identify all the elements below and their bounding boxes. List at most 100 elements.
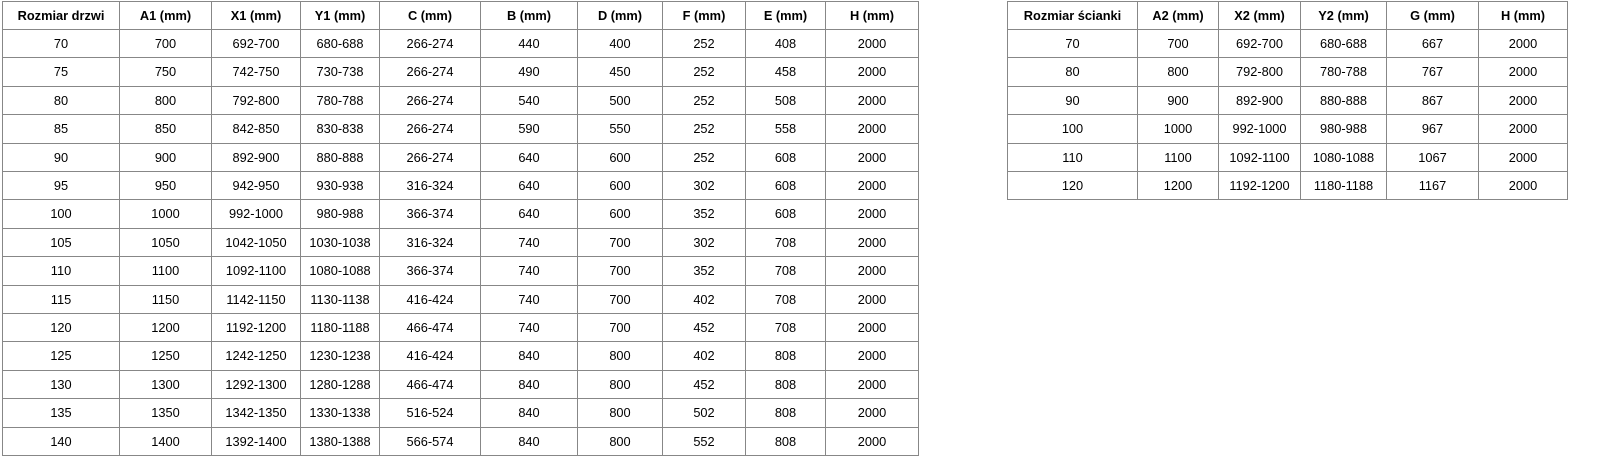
table-row: 130 1300 1292-1300 1280-1288 466-474 840 800 45… [2,369,919,400]
wall-cell-r5-c5: 2000 [1478,171,1568,201]
wall-cell-r2-c5: 2000 [1478,85,1568,116]
door-cell-r11-c0: 125 [2,341,120,371]
wall-column-header-4: G (mm) [1386,1,1479,30]
door-cell-r12-c7: 452 [662,369,746,400]
wall-cell-r3-c1: 1000 [1137,114,1219,144]
door-cell-r8-c0: 110 [2,256,120,286]
wall-table-body: 70 700 692-700 680-688 667 2000 80 800 792-800 78… [1007,28,1568,201]
door-cell-r13-c7: 502 [662,398,746,428]
door-cell-r6-c9: 2000 [825,199,919,229]
door-cell-r8-c6: 700 [577,256,663,286]
door-cell-r4-c1: 900 [119,142,212,173]
wall-cell-r1-c2: 792-800 [1218,57,1301,87]
door-table-body: 70 700 692-700 680-688 266-274 440 400 252 408 20… [2,28,919,457]
door-cell-r1-c9: 2000 [825,57,919,87]
door-cell-r0-c5: 440 [480,28,578,59]
wall-cell-r4-c2: 1092-1100 [1218,142,1301,173]
door-cell-r3-c1: 850 [119,114,212,144]
wall-cell-r4-c3: 1080-1088 [1300,142,1387,173]
door-cell-r7-c6: 700 [577,227,663,258]
door-cell-r10-c4: 466-474 [379,313,481,343]
door-cell-r11-c2: 1242-1250 [211,341,301,371]
door-cell-r3-c3: 830-838 [300,114,380,144]
door-cell-r9-c4: 416-424 [379,284,481,315]
door-column-header-9: H (mm) [825,1,919,30]
door-cell-r11-c6: 800 [577,341,663,371]
door-cell-r1-c3: 730-738 [300,57,380,87]
door-cell-r9-c9: 2000 [825,284,919,315]
table-row: 100 1000 992-1000 980-988 366-374 640 600 352 60… [2,199,919,229]
door-cell-r2-c7: 252 [662,85,746,116]
door-cell-r5-c6: 600 [577,171,663,201]
door-cell-r0-c6: 400 [577,28,663,59]
door-cell-r14-c2: 1392-1400 [211,426,301,457]
door-column-header-7: F (mm) [662,1,746,30]
wall-cell-r3-c4: 967 [1386,114,1479,144]
door-cell-r3-c8: 558 [745,114,826,144]
table-row: 140 1400 1392-1400 1380-1388 566-574 840 800 55… [2,426,919,457]
wall-cell-r0-c0: 70 [1007,28,1138,59]
door-cell-r14-c0: 140 [2,426,120,457]
door-cell-r13-c0: 135 [2,398,120,428]
door-cell-r4-c7: 252 [662,142,746,173]
door-cell-r13-c5: 840 [480,398,578,428]
door-cell-r12-c5: 840 [480,369,578,400]
door-cell-r14-c8: 808 [745,426,826,457]
door-cell-r11-c8: 808 [745,341,826,371]
door-cell-r0-c8: 408 [745,28,826,59]
table-row: 105 1050 1042-1050 1030-1038 316-324 740 700 30… [2,227,919,258]
door-cell-r5-c1: 950 [119,171,212,201]
door-cell-r3-c4: 266-274 [379,114,481,144]
wall-cell-r1-c3: 780-788 [1300,57,1387,87]
wall-panel-size-specification-table: Rozmiar ścianki A2 (mm) X2 (mm) Y2 (mm) G (m… [1007,1,1568,201]
door-cell-r9-c3: 1130-1138 [300,284,380,315]
door-column-header-8: E (mm) [745,1,826,30]
door-cell-r7-c7: 302 [662,227,746,258]
wall-cell-r2-c0: 90 [1007,85,1138,116]
door-cell-r7-c0: 105 [2,227,120,258]
door-cell-r8-c5: 740 [480,256,578,286]
table-row: 85 850 842-850 830-838 266-274 590 550 252 558 20… [2,114,919,144]
wall-column-header-2: X2 (mm) [1218,1,1301,30]
wall-cell-r3-c2: 992-1000 [1218,114,1301,144]
door-cell-r2-c3: 780-788 [300,85,380,116]
door-column-header-5: B (mm) [480,1,578,30]
door-cell-r8-c1: 1100 [119,256,212,286]
door-cell-r4-c2: 892-900 [211,142,301,173]
door-cell-r8-c3: 1080-1088 [300,256,380,286]
door-cell-r8-c2: 1092-1100 [211,256,301,286]
wall-cell-r1-c5: 2000 [1478,57,1568,87]
door-cell-r6-c6: 600 [577,199,663,229]
door-cell-r14-c3: 1380-1388 [300,426,380,457]
door-cell-r8-c8: 708 [745,256,826,286]
door-cell-r11-c3: 1230-1238 [300,341,380,371]
door-size-specification-table: Rozmiar drzwi A1 (mm) X1 (mm) Y1 (mm) C (mm)… [2,1,919,457]
wall-table-header: Rozmiar ścianki A2 (mm) X2 (mm) Y2 (mm) G (m… [1007,1,1568,30]
door-cell-r7-c8: 708 [745,227,826,258]
table-row: 120 1200 1192-1200 1180-1188 466-474 740 700 45… [2,313,919,343]
door-cell-r1-c7: 252 [662,57,746,87]
door-cell-r9-c1: 1150 [119,284,212,315]
wall-cell-r4-c4: 1067 [1386,142,1479,173]
door-cell-r2-c2: 792-800 [211,85,301,116]
wall-cell-r0-c3: 680-688 [1300,28,1387,59]
door-cell-r9-c0: 115 [2,284,120,315]
door-cell-r10-c0: 120 [2,313,120,343]
wall-cell-r2-c4: 867 [1386,85,1479,116]
door-column-header-0: Rozmiar drzwi [2,1,120,30]
door-cell-r3-c2: 842-850 [211,114,301,144]
table-row: 75 750 742-750 730-738 266-274 490 450 252 458 20… [2,57,919,87]
door-cell-r2-c6: 500 [577,85,663,116]
wall-cell-r5-c4: 1167 [1386,171,1479,201]
door-cell-r4-c0: 90 [2,142,120,173]
door-cell-r4-c6: 600 [577,142,663,173]
door-cell-r13-c6: 800 [577,398,663,428]
door-cell-r11-c1: 1250 [119,341,212,371]
door-cell-r2-c1: 800 [119,85,212,116]
door-cell-r14-c7: 552 [662,426,746,457]
door-cell-r1-c6: 450 [577,57,663,87]
door-cell-r14-c5: 840 [480,426,578,457]
door-cell-r4-c5: 640 [480,142,578,173]
door-cell-r3-c9: 2000 [825,114,919,144]
door-cell-r6-c7: 352 [662,199,746,229]
